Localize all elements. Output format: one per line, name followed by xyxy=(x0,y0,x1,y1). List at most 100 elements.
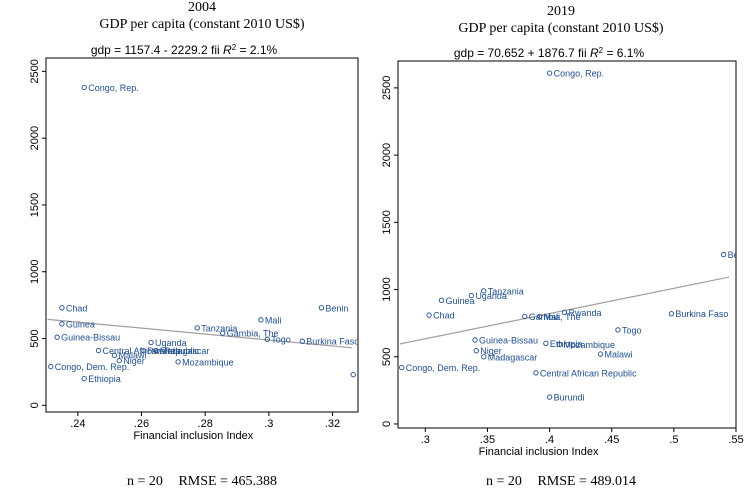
x-tick-label: .32 xyxy=(325,418,340,430)
panel-year: 2004 xyxy=(188,0,216,15)
data-point xyxy=(175,359,181,365)
data-point xyxy=(481,354,487,360)
fit-equation: gdp = 70.652 + 1876.7 fii R2 = 6.1% xyxy=(454,46,645,61)
data-point xyxy=(615,327,621,333)
point-label: Mozambique xyxy=(182,357,234,367)
data-point xyxy=(81,84,87,91)
x-tick-label: .45 xyxy=(604,434,619,446)
x-tick-label: .3 xyxy=(264,418,273,430)
footer-n: n = 20 xyxy=(127,474,163,489)
data-point xyxy=(81,375,87,382)
point-label: Burundi xyxy=(357,370,374,380)
data-point xyxy=(546,70,553,76)
scatter-chart-2019: gdp = 70.652 + 1876.7 fii R2 = 6.1% 0 500 1… xyxy=(381,46,748,459)
point-label: Congo, Rep. xyxy=(88,83,139,93)
point-label: Guinea-Bissau xyxy=(61,333,120,343)
point-label: Malawi xyxy=(118,351,146,361)
chart-title: GDP per capita (constant 2010 US$) xyxy=(99,17,305,32)
data-point xyxy=(299,338,305,344)
chart-footer: n = 20 RMSE = 489.014 xyxy=(398,474,724,490)
data-point xyxy=(258,317,264,323)
plot-contents: Congo, Rep. Benin Burkina Faso Togo Tanzania… xyxy=(399,69,748,403)
point-label: Mali xyxy=(544,312,561,322)
point-label: Gambia, The xyxy=(529,312,581,322)
point-label: Burkina Faso xyxy=(306,337,359,347)
data-point xyxy=(59,305,65,311)
x-axis-label: Financial inclusion Index xyxy=(479,446,599,458)
point-label: Uganda xyxy=(155,338,187,348)
data-point xyxy=(472,337,478,343)
y-tick-label: 500 xyxy=(29,329,41,347)
plot-area xyxy=(397,60,737,429)
panel-2004: 2004 GDP per capita (constant 2010 US$) … xyxy=(29,0,374,490)
point-label: Benin xyxy=(728,250,748,260)
point-label: Central African Republic xyxy=(540,368,637,378)
x-tick-label: .4 xyxy=(545,434,554,446)
x-tick-label: .55 xyxy=(728,434,743,446)
point-label: Togo xyxy=(622,325,642,335)
y-tick-label: 1500 xyxy=(29,193,41,217)
data-point xyxy=(537,313,543,320)
point-label: Madagascar xyxy=(160,346,210,356)
point-label: Gambia, The xyxy=(227,329,279,339)
point-label: Niger xyxy=(123,356,145,366)
r2-exponent: 2 xyxy=(232,43,237,52)
data-point xyxy=(111,352,118,358)
data-point xyxy=(194,325,200,331)
data-point xyxy=(54,334,60,340)
footer-n: n = 20 xyxy=(486,474,522,489)
x-tick-label: .26 xyxy=(134,418,149,430)
data-point xyxy=(153,347,159,354)
y-tick-label: 0 xyxy=(29,402,41,408)
data-point xyxy=(426,312,432,318)
y-tick-label: 2500 xyxy=(381,76,393,100)
point-label: Tanzania xyxy=(488,286,524,296)
point-label: Madagascar xyxy=(488,352,538,362)
point-label: Rwanda xyxy=(147,346,180,356)
x-tick-label: .24 xyxy=(70,418,85,430)
point-label: Central African Republic xyxy=(103,346,200,356)
r2-value: = 2.1% xyxy=(236,43,277,57)
data-point xyxy=(148,339,154,346)
point-label: Uganda xyxy=(475,291,507,301)
data-point xyxy=(438,297,445,303)
data-point xyxy=(720,251,727,258)
point-label: Mozambique xyxy=(564,340,616,350)
footer-rmse: RMSE = 465.388 xyxy=(178,474,277,489)
fit-equation: gdp = 1157.4 - 2229.2 fii R2 = 2.1% xyxy=(91,43,278,58)
r2-symbol: R xyxy=(223,43,232,57)
data-point xyxy=(522,313,528,320)
plot-contents: Congo, Rep. Chad Guinea Guinea-Bissau Congo,… xyxy=(47,83,374,384)
point-label: Niger xyxy=(480,346,502,356)
y-tick-label: 2500 xyxy=(29,59,41,83)
y-tick-label: 2000 xyxy=(381,143,393,167)
point-label: Tanzania xyxy=(201,323,237,333)
point-label: Congo, Rep. xyxy=(554,69,605,79)
data-point xyxy=(468,292,474,299)
data-point xyxy=(318,305,325,311)
y-tick-label: 1000 xyxy=(381,277,393,301)
data-point xyxy=(399,364,405,371)
data-point xyxy=(543,340,549,346)
data-point xyxy=(561,309,568,316)
data-point xyxy=(533,370,539,376)
y-tick-label: 500 xyxy=(381,348,393,366)
point-label: Benin xyxy=(325,303,348,313)
point-label: Congo, Dem. Rep. xyxy=(55,362,130,372)
y-tick-label: 1500 xyxy=(381,210,393,234)
panel-year: 2019 xyxy=(547,4,575,19)
data-point xyxy=(220,330,226,336)
r2-value: = 6.1% xyxy=(603,46,644,60)
point-label: Chad xyxy=(433,311,455,321)
data-point xyxy=(350,371,356,378)
data-point xyxy=(95,347,102,354)
chart-footer: n = 20 RMSE = 465.388 xyxy=(46,474,358,490)
data-point xyxy=(668,311,675,317)
r2-exponent: 2 xyxy=(599,46,604,55)
data-point xyxy=(556,342,563,348)
panel-2019: 2019 GDP per capita (constant 2010 US$) … xyxy=(374,0,748,499)
data-point xyxy=(597,351,604,357)
x-tick-label: .35 xyxy=(480,434,495,446)
x-tick-label: .3 xyxy=(421,434,430,446)
point-label: Mali xyxy=(265,315,282,325)
